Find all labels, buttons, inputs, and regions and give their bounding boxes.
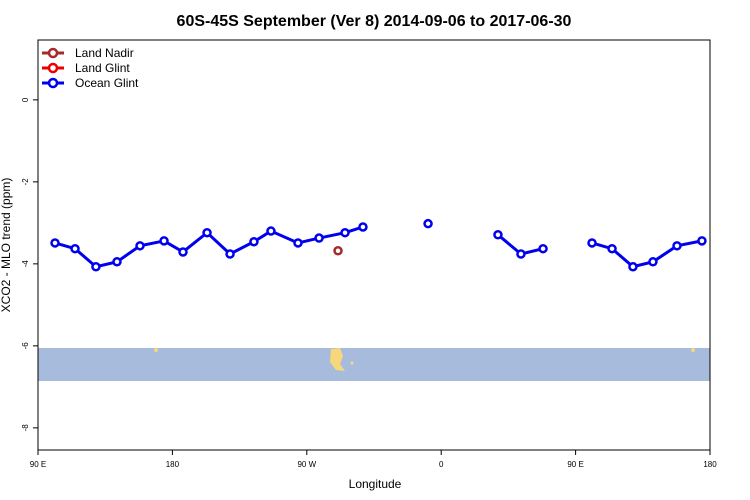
point — [202, 227, 212, 238]
point — [538, 243, 548, 254]
point — [266, 226, 276, 236]
x-tick-label: 90 E — [30, 460, 46, 469]
point — [178, 247, 188, 257]
y-tick-label: -4 — [21, 260, 30, 268]
point — [112, 257, 122, 267]
legend-label: Land Glint — [75, 61, 130, 75]
legend-marker — [47, 62, 59, 74]
plot-frame — [37, 39, 711, 451]
point — [493, 230, 503, 240]
chart-title: 60S-45S September (Ver 8) 2014-09-06 to … — [177, 13, 572, 30]
point — [314, 233, 324, 243]
map-strip — [38, 348, 710, 381]
point — [697, 236, 707, 246]
x-tick-label: 90 W — [297, 460, 316, 469]
legend-label: Ocean Glint — [75, 76, 139, 90]
land-shape — [691, 348, 695, 352]
point — [358, 222, 368, 232]
point — [293, 238, 303, 248]
land-shape — [154, 348, 158, 352]
x-tick-label: 180 — [703, 460, 717, 469]
y-tick-label: -6 — [21, 342, 30, 350]
point — [648, 257, 658, 267]
point — [340, 227, 350, 238]
ocean-band — [38, 348, 710, 381]
point — [50, 238, 60, 248]
x-axis-label: Longitude — [349, 477, 402, 491]
x-tick-label: 90 E — [567, 460, 583, 469]
series-line — [54, 225, 703, 269]
legend-label: Land Nadir — [75, 46, 134, 60]
point — [423, 218, 433, 229]
y-axis-label: XCO2 - MLO trend (ppm) — [0, 178, 13, 313]
point — [587, 238, 597, 248]
point — [249, 236, 259, 247]
land-shape — [350, 361, 354, 365]
point — [70, 243, 80, 254]
legend-marker — [47, 77, 59, 89]
legend-marker — [47, 47, 59, 59]
x-tick-label: 0 — [439, 460, 444, 469]
point — [672, 241, 682, 251]
point — [333, 245, 343, 256]
point — [516, 249, 526, 259]
y-tick-label: 0 — [21, 97, 30, 102]
y-tick-label: -8 — [21, 424, 30, 432]
point — [607, 243, 617, 254]
y-tick-label: -2 — [21, 178, 30, 186]
x-tick-label: 180 — [166, 460, 180, 469]
point — [135, 241, 145, 251]
point — [225, 249, 235, 259]
point — [628, 261, 638, 272]
land-shape — [330, 348, 345, 371]
point — [159, 236, 169, 246]
point — [91, 261, 101, 272]
